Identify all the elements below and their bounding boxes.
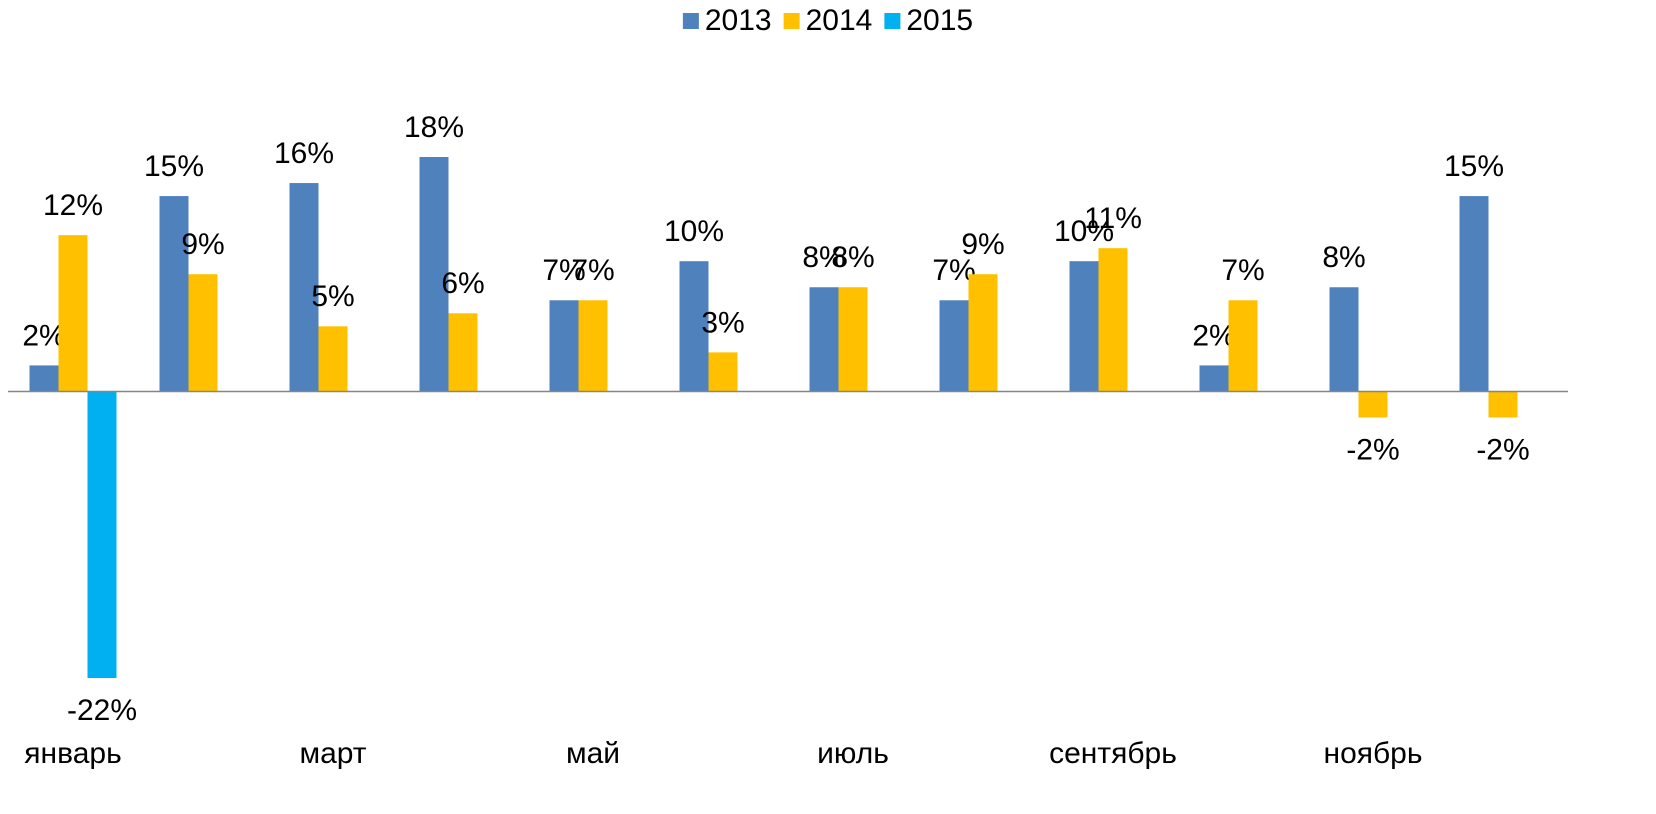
x-tick-label: январь (24, 737, 121, 770)
bar (289, 183, 319, 392)
bar (1098, 248, 1128, 392)
x-tick-label: май (566, 737, 620, 770)
bar (939, 300, 969, 392)
bar (809, 287, 839, 392)
data-label: 8% (1322, 241, 1365, 274)
legend-swatch (783, 13, 800, 29)
data-label: 11% (1084, 202, 1142, 235)
bar (29, 365, 59, 392)
bar (1488, 391, 1518, 418)
bar (578, 300, 608, 392)
data-label: 15% (1444, 150, 1504, 183)
data-label: 2% (1192, 319, 1235, 352)
data-label: 12% (43, 189, 103, 222)
bar (968, 274, 998, 392)
bar (87, 391, 117, 678)
bar (448, 313, 478, 392)
data-label: 8% (831, 241, 874, 274)
data-label: 16% (274, 137, 334, 170)
legend-label: 2014 (806, 4, 873, 37)
bar (188, 274, 218, 392)
bar (419, 157, 449, 392)
bar (318, 326, 348, 392)
data-label: 15% (144, 150, 204, 183)
bar (1459, 196, 1489, 392)
data-label: 3% (701, 306, 744, 339)
data-label: 7% (1221, 254, 1264, 287)
legend-label: 2013 (705, 4, 772, 37)
data-label: 7% (542, 254, 585, 287)
bar (1069, 261, 1099, 392)
data-label: 7% (932, 254, 975, 287)
data-label: 5% (311, 280, 354, 313)
data-label: 6% (441, 267, 484, 300)
data-label: 10% (1054, 215, 1114, 248)
x-tick-label: ноябрь (1324, 737, 1423, 770)
data-label: -22% (67, 694, 137, 727)
data-label: -2% (1346, 433, 1399, 466)
bar (549, 300, 579, 392)
data-label: 8% (802, 241, 845, 274)
bar (1228, 300, 1258, 392)
x-tick-label: сентябрь (1049, 737, 1177, 770)
x-tick-label: июль (817, 737, 889, 770)
legend-swatch (884, 13, 901, 29)
data-label: 2% (22, 319, 65, 352)
data-label: -2% (1476, 433, 1529, 466)
bar (1358, 391, 1388, 418)
legend-label: 2015 (906, 4, 973, 37)
data-label: 9% (961, 228, 1004, 261)
bar (838, 287, 868, 392)
data-label: 9% (181, 228, 224, 261)
bar (1329, 287, 1359, 392)
data-label: 18% (404, 111, 464, 144)
data-label: 7% (571, 254, 614, 287)
data-label: 10% (664, 215, 724, 248)
legend-swatch (682, 13, 699, 29)
bar (159, 196, 189, 392)
bar (58, 235, 88, 392)
bar (679, 261, 709, 392)
bar (1199, 365, 1229, 392)
bar (708, 352, 738, 392)
x-tick-label: март (299, 737, 366, 770)
